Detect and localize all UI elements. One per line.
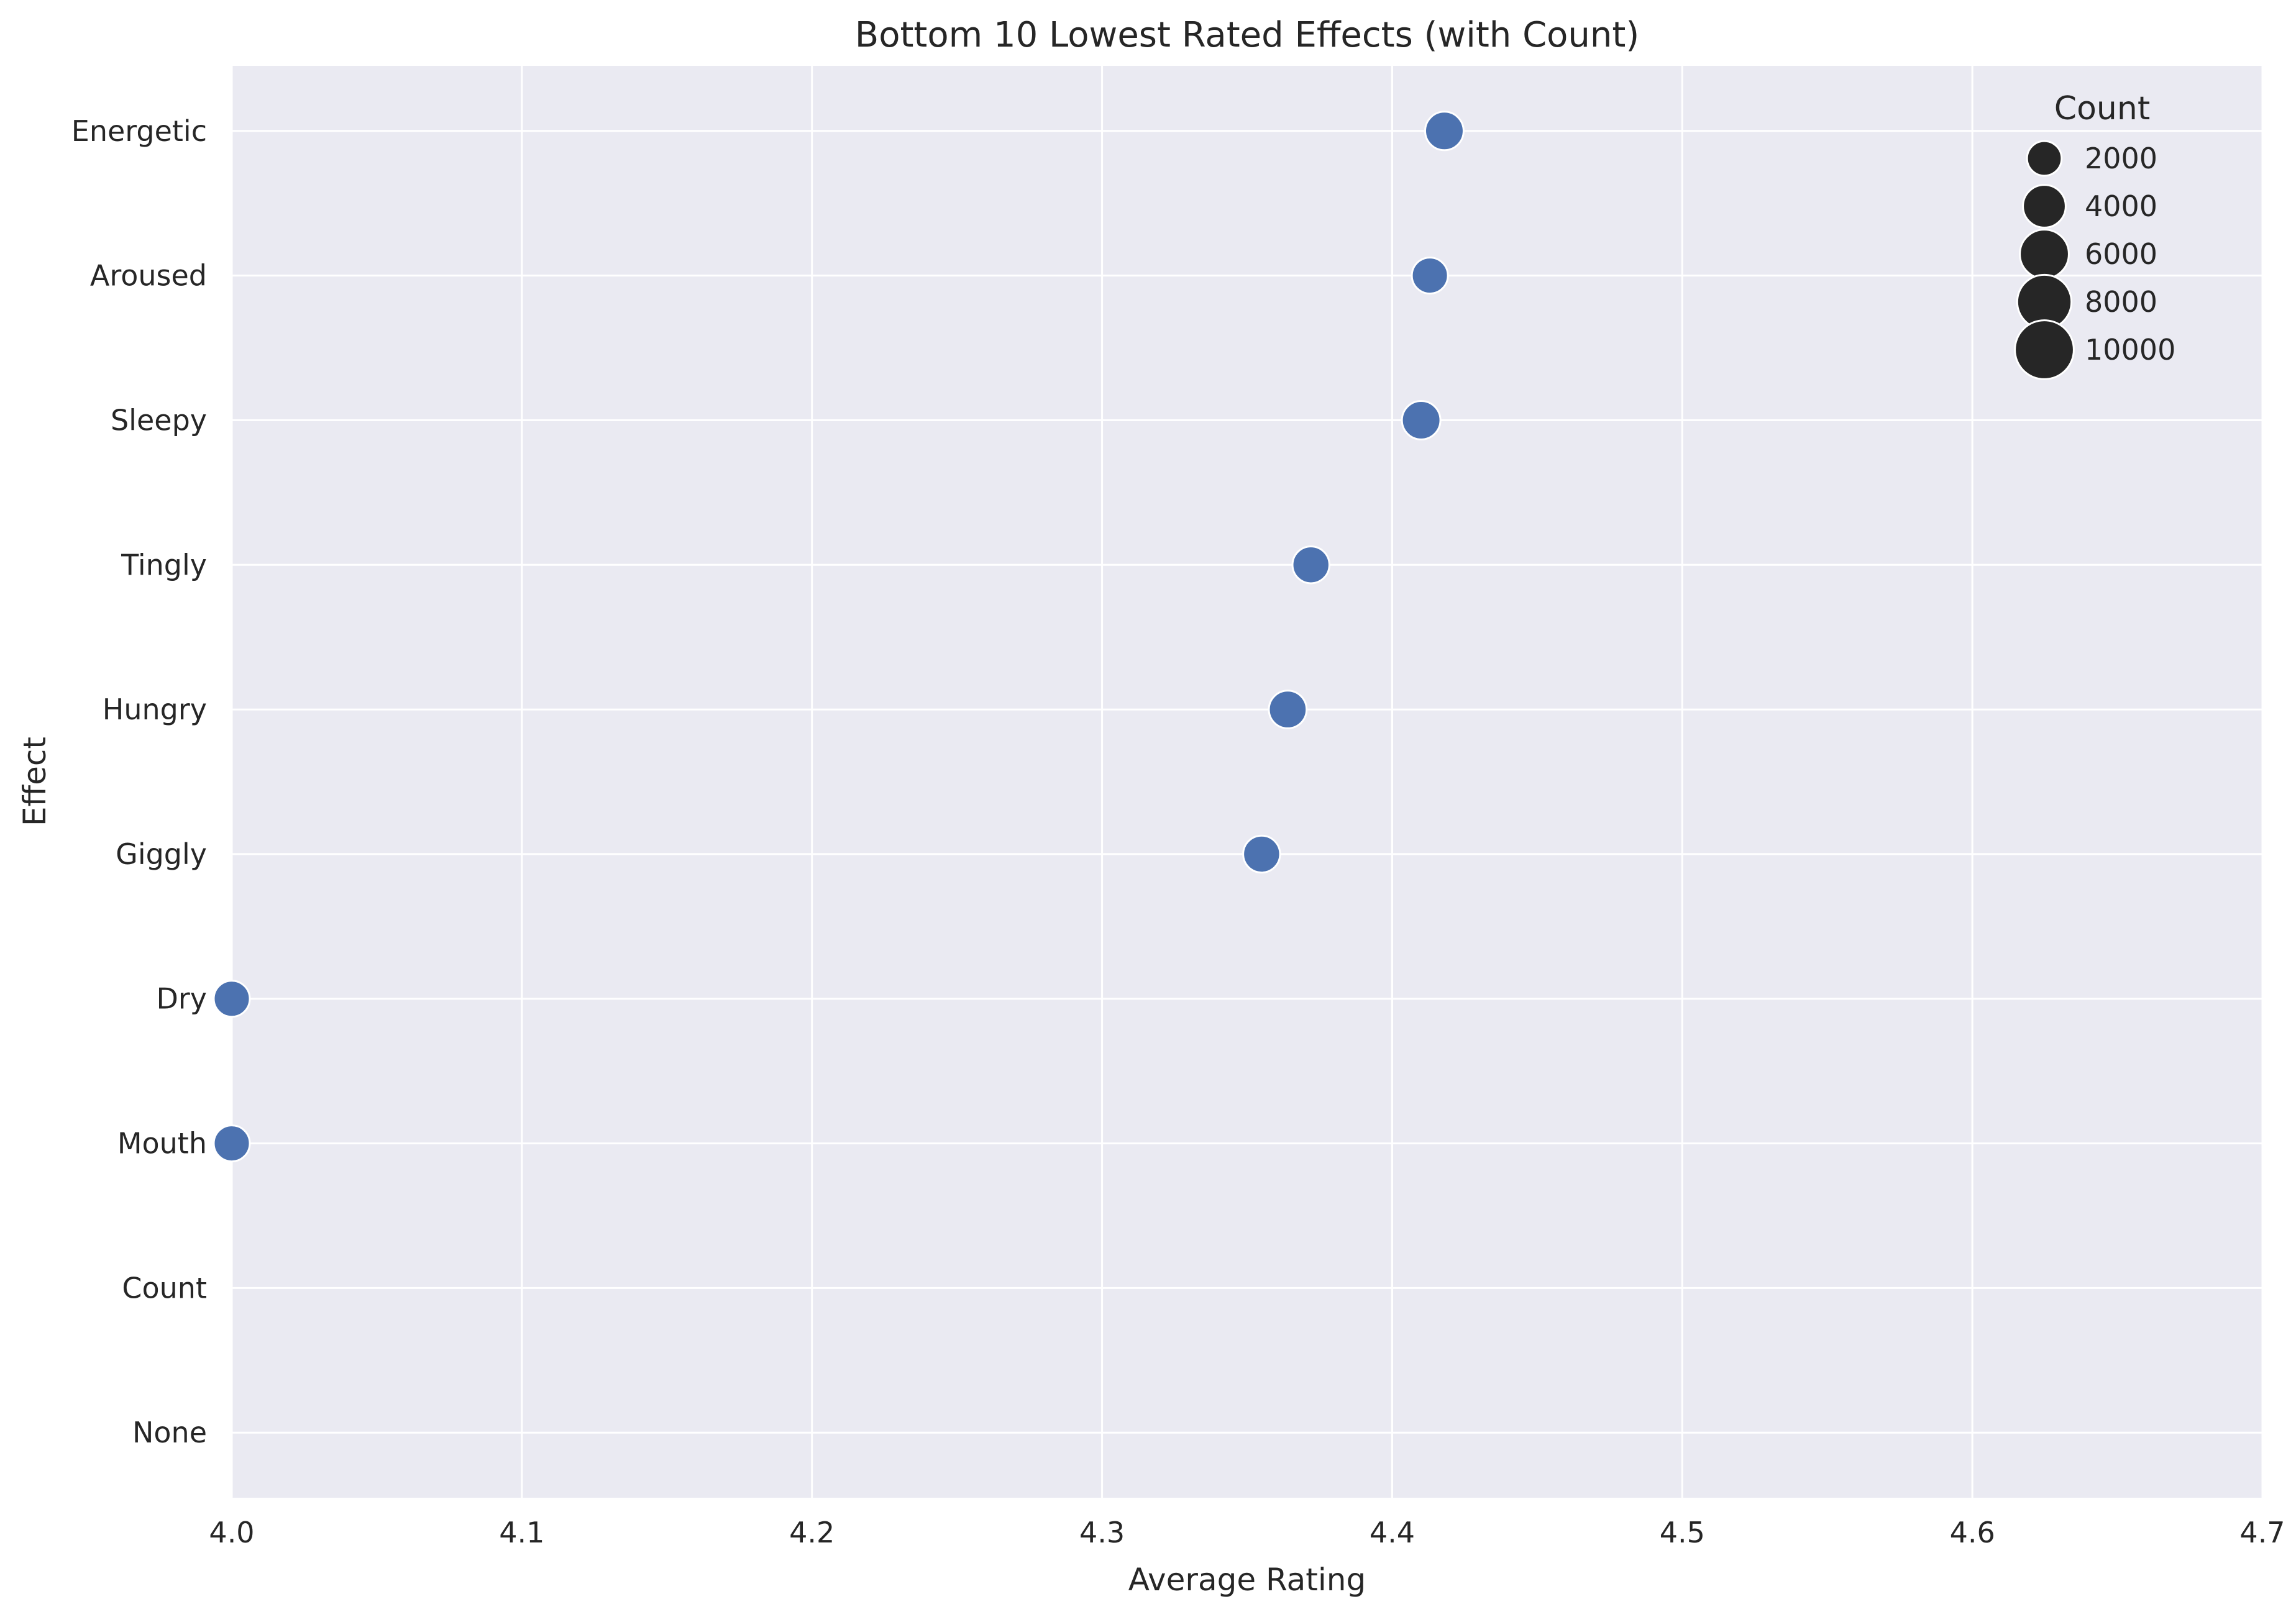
legend-marker bbox=[2019, 229, 2070, 280]
x-axis-label: Average Rating bbox=[1128, 1562, 1366, 1598]
size-legend: Count 2000 4000 6000 8000 10000 bbox=[2014, 90, 2175, 380]
y-tick-label: Energetic bbox=[71, 114, 207, 148]
data-point bbox=[1401, 399, 1442, 440]
legend-marker bbox=[2026, 140, 2063, 177]
x-tick-label: 4.2 bbox=[789, 1516, 835, 1549]
y-tick-labels: Energetic Aroused Sleepy Tingly Hungry Giggly… bbox=[71, 114, 207, 1449]
y-tick-label: Tingly bbox=[121, 548, 207, 581]
legend-label: 8000 bbox=[2085, 285, 2157, 319]
y-tick-label: Hungry bbox=[103, 693, 207, 726]
y-axis-label: Effect bbox=[17, 737, 53, 826]
data-point bbox=[1411, 257, 1449, 295]
data-points bbox=[213, 111, 1465, 1163]
x-tick-labels: 4.0 4.1 4.2 4.3 4.4 4.5 4.6 4.7 bbox=[209, 1516, 2285, 1549]
data-point bbox=[1242, 834, 1281, 874]
y-tick-label: None bbox=[132, 1416, 207, 1449]
x-tick-label: 4.6 bbox=[1950, 1516, 1995, 1549]
x-tick-label: 4.3 bbox=[1079, 1516, 1125, 1549]
legend-marker bbox=[2022, 184, 2067, 229]
data-point bbox=[1291, 545, 1330, 585]
legend-title: Count bbox=[2054, 90, 2150, 127]
y-tick-label: Giggly bbox=[116, 837, 207, 871]
legend-label: 4000 bbox=[2085, 189, 2157, 223]
x-tick-label: 4.5 bbox=[1660, 1516, 1705, 1549]
data-point bbox=[213, 980, 251, 1018]
plot-area bbox=[232, 66, 2262, 1498]
legend-marker bbox=[2014, 319, 2075, 380]
x-tick-label: 4.7 bbox=[2239, 1516, 2285, 1549]
legend-label: 2000 bbox=[2085, 142, 2157, 175]
y-tick-label: Dry bbox=[156, 982, 207, 1016]
y-tick-label: Count bbox=[122, 1271, 207, 1305]
x-tick-label: 4.0 bbox=[209, 1516, 254, 1549]
y-tick-label: Mouth bbox=[117, 1127, 207, 1160]
legend-label: 10000 bbox=[2085, 333, 2175, 367]
data-point bbox=[1268, 690, 1308, 729]
x-tick-label: 4.4 bbox=[1370, 1516, 1415, 1549]
y-tick-label: Sleepy bbox=[111, 403, 207, 437]
x-tick-label: 4.1 bbox=[499, 1516, 544, 1549]
data-point bbox=[1424, 111, 1465, 152]
data-point bbox=[213, 1124, 251, 1163]
y-tick-label: Aroused bbox=[90, 259, 207, 293]
legend-label: 6000 bbox=[2085, 237, 2157, 271]
chart-title: Bottom 10 Lowest Rated Effects (with Cou… bbox=[855, 15, 1639, 55]
